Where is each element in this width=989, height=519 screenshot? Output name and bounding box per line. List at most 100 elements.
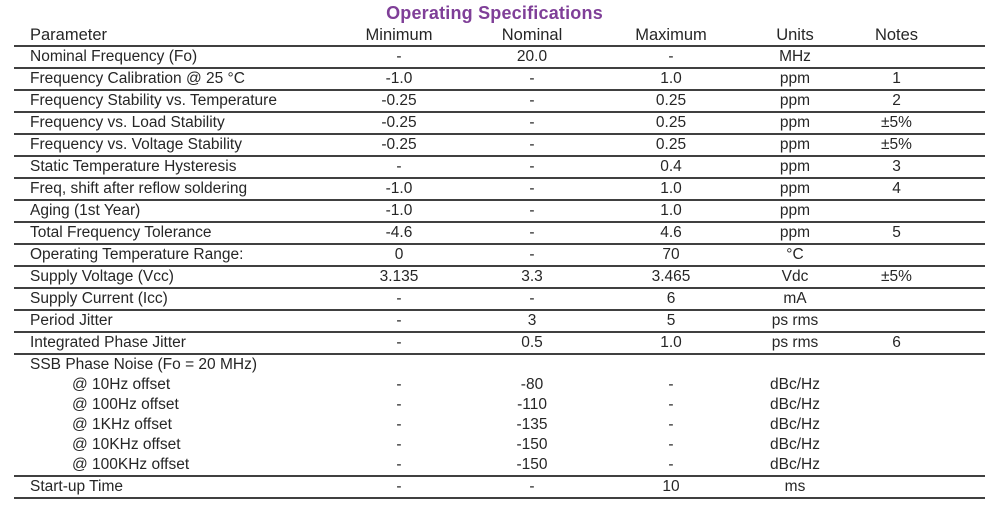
cell-nominal: - [464, 476, 600, 499]
cell-notes [848, 310, 985, 333]
cell-notes [848, 476, 985, 499]
cell-minimum: - [334, 455, 464, 477]
cell-units: ppm [742, 222, 848, 245]
cell-parameter: Static Temperature Hysteresis [14, 156, 334, 179]
table-row: Operating Temperature Range: 0-70 °C [14, 244, 985, 267]
cell-parameter: Operating Temperature Range: [14, 244, 334, 267]
table-row: @ 10Hz offset - -80 - dBc/Hz [14, 375, 985, 395]
cell-minimum: - [334, 332, 464, 355]
cell-units: mA [742, 288, 848, 311]
cell-notes: ±5% [848, 266, 985, 289]
cell-parameter: Start-up Time [14, 476, 334, 499]
page-title: Operating Specifications [386, 3, 603, 23]
cell-notes: 2 [848, 90, 985, 113]
cell-units: dBc/Hz [770, 376, 820, 393]
cell-parameter: Frequency Stability vs. Temperature [14, 90, 334, 113]
cell-maximum: 0.4 [600, 156, 742, 179]
cell-units: ppm [742, 68, 848, 91]
cell-parameter: Freq, shift after reflow soldering [14, 178, 334, 201]
cell-units: dBc/Hz [742, 455, 848, 477]
cell-parameter: Integrated Phase Jitter [14, 332, 334, 355]
table-row: Total Frequency Tolerance -4.6-4.6 ppm 5 [14, 222, 985, 245]
cell-nominal: -80 [520, 376, 544, 393]
cell-notes [848, 415, 985, 435]
cell-maximum: 0.25 [600, 134, 742, 157]
cell-notes: 4 [848, 178, 985, 201]
cell-maximum: 3.465 [600, 266, 742, 289]
cell-units [742, 354, 848, 375]
cell-nominal [464, 354, 600, 375]
cell-maximum: 6 [600, 288, 742, 311]
cell-nominal: -150 [516, 436, 548, 453]
cell-maximum: 10 [600, 476, 742, 499]
cell-units: Vdc [742, 266, 848, 289]
cell-parameter: Aging (1st Year) [14, 200, 334, 223]
cell-minimum: - [334, 156, 464, 179]
cell-parameter: Nominal Frequency (Fo) [14, 46, 334, 69]
cell-parameter: Supply Current (Icc) [14, 288, 334, 311]
cell-units: ppm [742, 200, 848, 223]
table-row: @ 100KHz offset - -150- dBc/Hz [14, 455, 985, 477]
cell-parameter: Period Jitter [14, 310, 334, 333]
cell-nominal: 20.0 [464, 46, 600, 69]
table-row: SSB Phase Noise (Fo = 20 MHz) [14, 354, 985, 375]
cell-minimum: -0.25 [334, 134, 464, 157]
cell-nominal: - [464, 178, 600, 201]
cell-nominal: - [464, 134, 600, 157]
cell-maximum: - [668, 376, 674, 393]
table-row: Nominal Frequency (Fo) -20.0- MHz [14, 46, 985, 69]
cell-maximum: 1.0 [600, 332, 742, 355]
cell-maximum: 4.6 [600, 222, 742, 245]
cell-minimum: - [334, 476, 464, 499]
cell-notes [848, 354, 985, 375]
cell-nominal: -110 [517, 396, 547, 413]
cell-maximum: - [600, 46, 742, 69]
column-header-minimum: Minimum [334, 26, 464, 47]
cell-minimum: -1.0 [334, 200, 464, 223]
cell-nominal: -150 [464, 455, 600, 477]
cell-maximum: 1.0 [600, 178, 742, 201]
table-row: Frequency vs. Voltage Stability -0.25-0.2… [14, 134, 985, 157]
cell-parameter: SSB Phase Noise (Fo = 20 MHz) [30, 356, 257, 373]
table-row: Aging (1st Year) -1.0-1.0 ppm [14, 200, 985, 223]
cell-notes: 3 [848, 156, 985, 179]
cell-minimum: 0 [334, 244, 464, 267]
column-header-nominal: Nominal [464, 26, 600, 47]
cell-maximum: - [668, 416, 674, 433]
cell-nominal: 3.3 [464, 266, 600, 289]
cell-notes: ±5% [848, 134, 985, 157]
cell-nominal: - [464, 68, 600, 91]
cell-minimum: -0.25 [334, 112, 464, 135]
table-row: Integrated Phase Jitter -0.5 1.0 ps rms 6 [14, 332, 985, 355]
cell-parameter: Supply Voltage (Vcc) [14, 266, 334, 289]
cell-notes: 5 [848, 222, 985, 245]
cell-maximum: 1.0 [600, 200, 742, 223]
column-header-notes: Notes [848, 26, 985, 47]
cell-units: MHz [742, 46, 848, 69]
cell-notes [848, 244, 985, 267]
table-row: Frequency Calibration @ 25 °C -1.0-1.0 ppm… [14, 68, 985, 91]
cell-minimum: -4.6 [334, 222, 464, 245]
operating-specifications-table: Parameter Minimum Nominal Maximum Units … [14, 26, 985, 499]
cell-units: ppm [742, 134, 848, 157]
cell-minimum: - [396, 416, 402, 433]
table-row: Start-up Time - -10 ms [14, 476, 985, 499]
cell-notes [848, 435, 985, 455]
cell-nominal: 0.5 [464, 332, 600, 355]
cell-maximum: - [668, 396, 674, 413]
cell-units: ms [742, 476, 848, 499]
cell-units: ppm [742, 156, 848, 179]
cell-units: dBc/Hz [770, 396, 820, 413]
cell-parameter: @ 10Hz offset [72, 376, 171, 393]
cell-parameter: @ 1KHz offset [72, 416, 172, 433]
cell-minimum: - [334, 288, 464, 311]
cell-units: ps rms [742, 332, 848, 355]
table-row: Frequency vs. Load Stability -0.25-0.25 pp… [14, 112, 985, 135]
cell-notes [848, 395, 985, 415]
cell-nominal: - [464, 244, 600, 267]
table-row: @ 100Hz offset - -110 - dBc/Hz [14, 395, 985, 415]
cell-minimum: -1.0 [334, 178, 464, 201]
cell-parameter: Total Frequency Tolerance [14, 222, 334, 245]
table-row: Frequency Stability vs. Temperature -0.25… [14, 90, 985, 113]
